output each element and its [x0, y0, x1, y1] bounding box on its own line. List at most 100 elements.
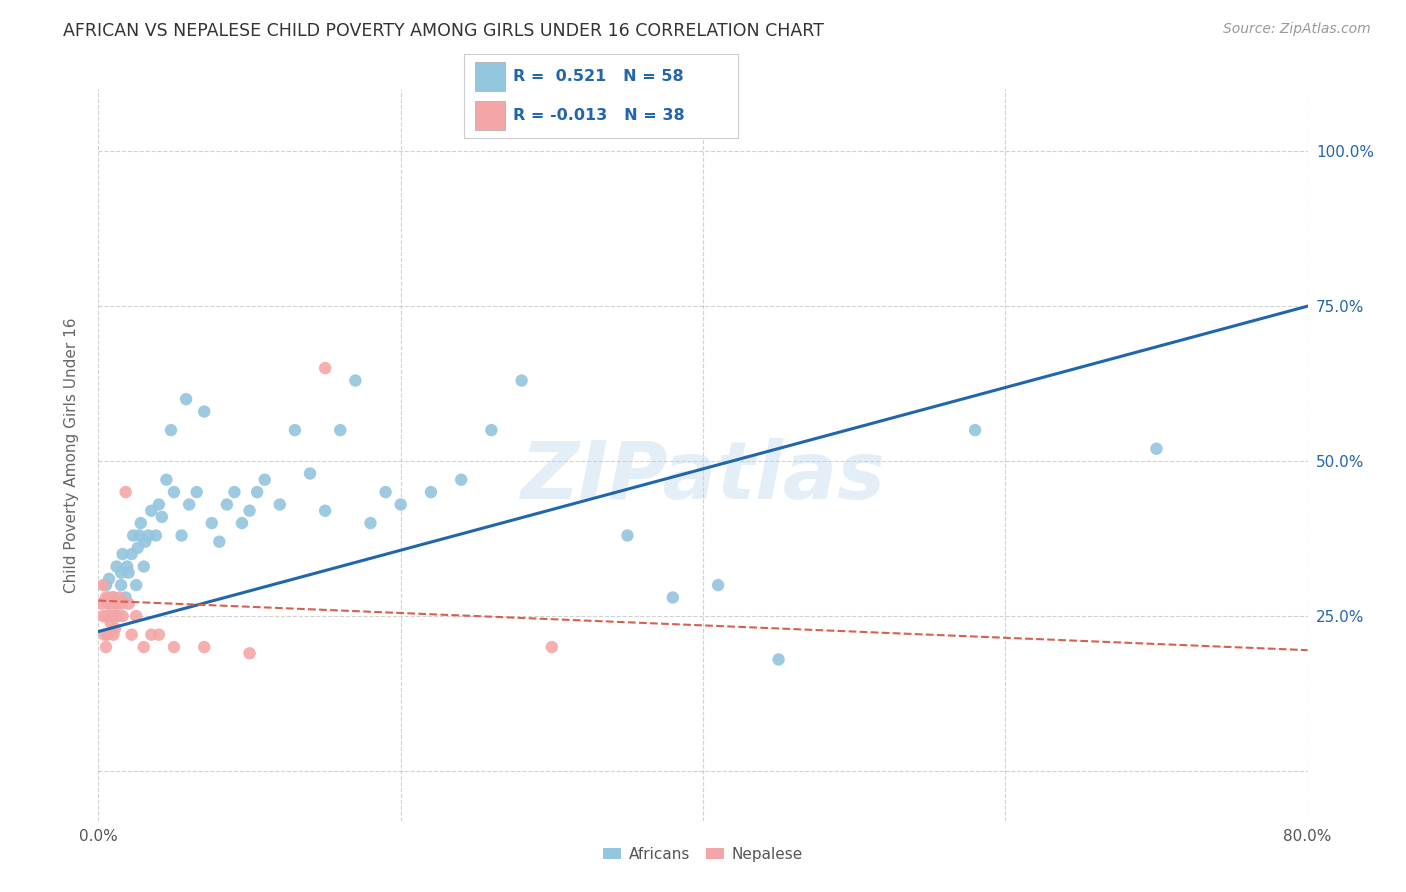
Point [155, 473, 177, 487]
Point [104, 622, 127, 636]
Point [141, 504, 163, 518]
Point [110, 578, 132, 592]
Point [148, 498, 170, 512]
Point [105, 559, 128, 574]
Text: ZIPatlas: ZIPatlas [520, 438, 886, 516]
Point [110, 566, 132, 580]
Point [114, 591, 136, 605]
Point [208, 534, 231, 549]
Point [299, 467, 322, 481]
Point [193, 404, 215, 418]
Point [224, 485, 246, 500]
Y-axis label: Child Poverty Among Girls Under 16: Child Poverty Among Girls Under 16 [65, 318, 79, 592]
Point [269, 498, 291, 512]
Point [101, 591, 124, 605]
Point [94, 578, 117, 592]
Point [481, 423, 503, 437]
Point [170, 528, 193, 542]
Point [90, 597, 112, 611]
Point [96, 597, 118, 611]
Point [103, 628, 125, 642]
Point [108, 591, 131, 605]
Point [707, 578, 730, 592]
Point [94, 591, 117, 605]
Point [389, 498, 412, 512]
Point [96, 628, 118, 642]
FancyBboxPatch shape [475, 62, 505, 91]
Point [661, 591, 683, 605]
Point [329, 423, 352, 437]
Text: R = -0.013   N = 38: R = -0.013 N = 38 [513, 108, 685, 123]
Text: R =  0.521   N = 58: R = 0.521 N = 58 [513, 69, 683, 84]
Point [127, 541, 149, 555]
Point [163, 485, 186, 500]
Point [122, 528, 145, 542]
Point [110, 597, 132, 611]
Point [115, 559, 138, 574]
Point [121, 547, 143, 561]
Point [91, 609, 114, 624]
Point [105, 609, 128, 624]
Point [314, 361, 336, 376]
Point [118, 566, 141, 580]
FancyBboxPatch shape [475, 101, 505, 130]
Point [103, 609, 125, 624]
Point [239, 504, 262, 518]
Text: Source: ZipAtlas.com: Source: ZipAtlas.com [1223, 22, 1371, 37]
Point [148, 628, 170, 642]
Point [193, 640, 215, 654]
Point [121, 628, 143, 642]
Point [360, 516, 382, 530]
Point [450, 473, 472, 487]
Point [132, 640, 155, 654]
Point [141, 628, 163, 642]
Legend: Africans, Nepalese: Africans, Nepalese [598, 840, 808, 868]
Point [104, 597, 127, 611]
Point [94, 609, 117, 624]
Point [134, 534, 156, 549]
Point [100, 615, 122, 630]
Point [374, 485, 396, 500]
Point [136, 528, 159, 542]
Point [163, 640, 186, 654]
Point [100, 597, 122, 611]
Point [1144, 442, 1167, 456]
Point [160, 423, 183, 437]
Point [420, 485, 443, 500]
Point [215, 498, 238, 512]
Point [179, 498, 201, 512]
Point [201, 516, 224, 530]
Point [344, 374, 367, 388]
Point [114, 485, 136, 500]
Point [125, 609, 148, 624]
Point [93, 628, 115, 642]
Point [186, 485, 208, 500]
Point [314, 504, 336, 518]
Point [94, 640, 117, 654]
Point [174, 392, 197, 406]
Point [239, 646, 262, 660]
Point [98, 609, 121, 624]
Point [101, 609, 124, 624]
Point [540, 640, 562, 654]
Text: AFRICAN VS NEPALESE CHILD POVERTY AMONG GIRLS UNDER 16 CORRELATION CHART: AFRICAN VS NEPALESE CHILD POVERTY AMONG … [63, 22, 824, 40]
Point [91, 578, 114, 592]
Point [118, 597, 141, 611]
Point [253, 473, 276, 487]
Point [510, 374, 533, 388]
Point [768, 652, 790, 666]
Point [98, 591, 121, 605]
Point [125, 578, 148, 592]
Point [231, 516, 253, 530]
Point [128, 528, 150, 542]
Point [111, 547, 134, 561]
Point [965, 423, 987, 437]
Point [105, 597, 128, 611]
Point [103, 591, 125, 605]
Point [616, 528, 638, 542]
Point [103, 591, 125, 605]
Point [132, 559, 155, 574]
Point [107, 609, 129, 624]
Point [284, 423, 307, 437]
Point [246, 485, 269, 500]
